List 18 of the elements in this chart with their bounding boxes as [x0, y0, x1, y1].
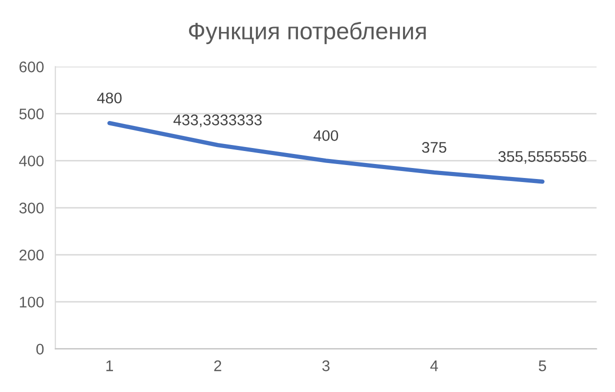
y-tick-label: 100: [20, 296, 44, 308]
x-tick-label: 3: [322, 360, 330, 372]
data-label: 480: [97, 92, 122, 104]
data-label: 355,5555556: [498, 151, 586, 164]
y-tick-label: 500: [19, 108, 44, 120]
chart-title: Функция потребления: [188, 22, 426, 44]
data-label: 400: [314, 130, 338, 142]
x-tick-label: 1: [106, 360, 113, 372]
y-tick-label: 600: [20, 62, 44, 72]
y-tick-label: 300: [19, 202, 44, 214]
x-tick-label: 4: [430, 360, 438, 372]
data-label: 433,3333333: [173, 114, 262, 128]
y-tick-label: 0: [36, 344, 44, 355]
y-tick-label: 200: [20, 250, 44, 260]
x-tick-label: 5: [538, 360, 546, 372]
data-label: 375: [422, 142, 446, 153]
x-tick-label: 2: [214, 360, 222, 372]
y-tick-label: 400: [19, 156, 44, 166]
